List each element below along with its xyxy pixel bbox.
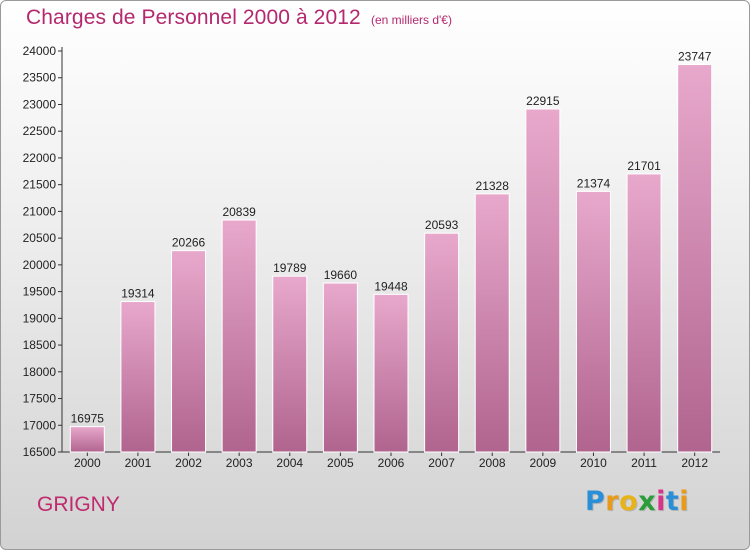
y-tick-label: 20500	[23, 231, 57, 245]
y-tick-label: 17000	[23, 418, 57, 432]
value-label: 21701	[627, 159, 661, 173]
y-tick-label: 21000	[23, 204, 57, 218]
x-tick-label: 2003	[226, 456, 253, 470]
x-tick-label: 2007	[428, 456, 455, 470]
logo-letter: t	[665, 486, 680, 517]
y-tick-label: 24000	[23, 44, 57, 58]
x-tick-label: 2008	[479, 456, 506, 470]
logo-letter: i	[679, 486, 690, 517]
bar-2010	[575, 190, 611, 453]
bar-2000	[69, 426, 105, 453]
x-tick-label: 2006	[378, 456, 405, 470]
city-name: GRIGNY	[37, 493, 120, 516]
value-labels: 16975 19314 20266 20839 19789 19660 19448 20593…	[71, 50, 712, 426]
x-tick-label: 2005	[327, 456, 354, 470]
chart-title: Charges de Personnel 2000 à 2012	[26, 6, 361, 29]
y-tick-label: 20000	[23, 258, 57, 272]
logo-letter: r	[605, 486, 620, 517]
x-tick-label: 2001	[125, 456, 152, 470]
value-label: 19314	[121, 287, 155, 301]
bar-2002	[171, 250, 207, 453]
bar-2005	[322, 282, 358, 453]
bar-2009	[525, 108, 561, 453]
bar-2003	[221, 219, 257, 453]
value-label: 20266	[172, 236, 206, 250]
y-tick-label: 19000	[23, 311, 57, 325]
y-tick-label: 23500	[23, 71, 57, 85]
y-tick-label: 18000	[23, 365, 57, 379]
y-tick-label: 23000	[23, 97, 57, 111]
value-label: 19660	[324, 268, 358, 282]
x-tick-label: 2004	[276, 456, 303, 470]
value-label: 20593	[425, 218, 459, 232]
value-label: 20839	[222, 205, 256, 219]
x-tick-label: 2009	[529, 456, 556, 470]
y-tick-label: 16500	[23, 445, 57, 459]
y-tick-label: 19500	[23, 285, 57, 299]
value-label: 22915	[526, 94, 560, 108]
x-tick-label: 2012	[681, 456, 708, 470]
bars	[69, 64, 713, 453]
x-tick-label: 2010	[580, 456, 607, 470]
logo-letter: o	[619, 486, 639, 517]
value-label: 21374	[577, 176, 611, 190]
logo-letter: P	[585, 486, 606, 517]
value-label: 21328	[476, 179, 510, 193]
logo-letter: i	[656, 486, 666, 517]
x-tick-label: 2000	[74, 456, 101, 470]
value-label: 19789	[273, 261, 307, 275]
chart-subtitle: (en milliers d'€)	[371, 13, 452, 27]
y-tick-label: 22500	[23, 124, 57, 138]
logo-letter: x	[638, 486, 657, 517]
bar-2008	[474, 193, 510, 453]
x-tick-label: 2002	[175, 456, 202, 470]
y-tick-label: 18500	[23, 338, 57, 352]
value-label: 16975	[71, 412, 105, 426]
bar-2001	[120, 301, 156, 453]
x-tick-label: 2011	[631, 456, 657, 470]
proxiti-logo: Proxiti	[585, 486, 689, 517]
x-axis: 2000 2001 2002 2003 2004 2005 2006 2007 2008 2009…	[62, 451, 720, 470]
y-axis: 16500 17000 17500 18000 18500 19000 19500 20000…	[23, 44, 63, 459]
bar-2011	[626, 173, 662, 453]
y-tick-label: 22000	[23, 151, 57, 165]
bar-2007	[424, 232, 460, 453]
value-label: 23747	[678, 50, 712, 64]
y-tick-label: 21500	[23, 178, 57, 192]
bar-2004	[272, 275, 308, 453]
bar-2006	[373, 293, 409, 453]
value-label: 19448	[374, 279, 408, 293]
y-tick-label: 17500	[23, 392, 57, 406]
bar-2012	[677, 64, 713, 453]
